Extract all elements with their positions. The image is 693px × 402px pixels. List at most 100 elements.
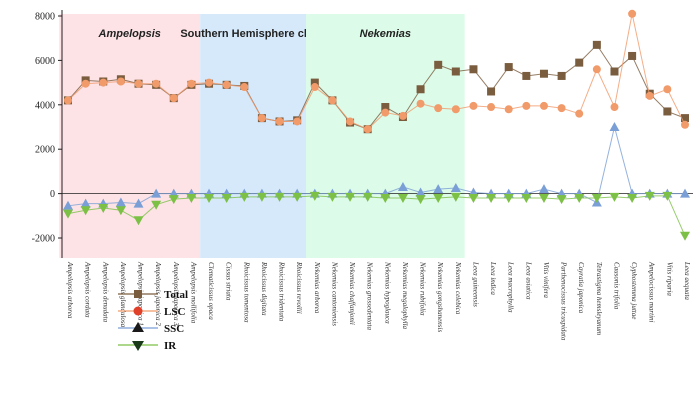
category-label: Leea guineensis (471, 261, 479, 307)
series-point-ir (292, 192, 303, 202)
category-label: Causonis trifolia (612, 262, 620, 310)
region-band (200, 14, 306, 258)
series-point-ir (168, 195, 179, 205)
series-point-lsc (522, 101, 531, 110)
category-label: Nekemias cantoniensis (330, 261, 338, 326)
series-point-lsc (310, 83, 319, 92)
series-point-ir (556, 195, 567, 205)
series-point-ssc (115, 197, 126, 207)
series-point-ir (415, 195, 426, 205)
legend-label: IR (164, 340, 177, 352)
series-line-ir (67, 195, 686, 236)
series-point-total (663, 107, 672, 116)
category-label: Cayratia japonica (577, 262, 585, 314)
series-point-lsc (610, 103, 619, 112)
series-point-ssc (80, 198, 91, 208)
series-point-ssc (415, 187, 426, 197)
region-label: Nekemias (360, 28, 411, 40)
series-point-lsc (116, 77, 125, 86)
y-tick-label: 0 (50, 189, 55, 200)
category-label: Parthenocissus tricuspidata (560, 261, 568, 341)
series-point-ir (521, 194, 532, 204)
series-point-ir (627, 194, 638, 204)
series-point-ir (397, 194, 408, 204)
series-point-lsc (645, 91, 654, 100)
series-point-lsc (451, 105, 460, 114)
series-point-lsc (240, 83, 249, 92)
region-label: Ampelopsis (98, 28, 161, 40)
category-label: Leea macrophylla (507, 261, 515, 313)
series-point-ssc (133, 198, 144, 208)
category-label: Ampelopsis arborea (66, 261, 74, 319)
y-tick-label: -2000 (32, 234, 55, 245)
series-point-ir (345, 192, 356, 202)
category-label: Clematicissus opaca (207, 262, 215, 320)
series-point-ir (327, 192, 338, 202)
series-point-ssc (397, 181, 408, 191)
series-point-ir (380, 194, 391, 204)
series-point-ir (309, 191, 320, 201)
category-label: Nekemias gongshanensis (436, 261, 444, 332)
category-label: Ampelopsis japonica 3 (172, 261, 180, 326)
series-point-ir (80, 206, 91, 216)
y-tick-label: 2000 (35, 145, 55, 156)
series-point-ir (115, 206, 126, 216)
series-point-lsc (434, 104, 443, 113)
series-point-total (469, 65, 478, 74)
category-label: Nekemias megalophylla (401, 261, 409, 330)
series-point-lsc (592, 65, 601, 74)
category-label: Rhoicissus digitata (260, 261, 268, 316)
series-point-ir (486, 194, 497, 204)
series-point-lsc (275, 117, 284, 126)
series-point-ssc (450, 183, 461, 193)
series-point-lsc (187, 79, 196, 88)
series-point-ir (644, 191, 655, 201)
series-point-ssc (151, 188, 162, 198)
series-point-total (487, 87, 496, 96)
region-band (59, 14, 201, 258)
category-label: Cyphostemma juttae (630, 262, 638, 319)
category-label: Ampelopsis denudata (101, 261, 109, 323)
series-point-ir (239, 192, 250, 202)
y-tick-label: 4000 (35, 100, 55, 111)
series-point-ir (362, 192, 373, 202)
category-label: Tetrastigma hemsleyanum (595, 262, 603, 335)
series-point-total (381, 103, 390, 112)
series-point-total (557, 71, 566, 80)
series-point-ssc (680, 188, 690, 198)
series-point-ir (221, 194, 232, 204)
category-label: Ampelopsis japonica 2 (154, 261, 162, 326)
series-point-total (416, 85, 425, 94)
series-point-lsc (257, 114, 266, 123)
series-point-lsc (152, 79, 161, 88)
series-point-total (592, 40, 601, 49)
series-point-total (504, 63, 513, 72)
series-point-ir (433, 194, 444, 204)
series-point-lsc (169, 94, 178, 103)
y-tick-label: 6000 (35, 56, 55, 67)
series-point-lsc (469, 101, 478, 110)
series-point-lsc (487, 103, 496, 112)
category-label: Nekemias rubifolia (419, 261, 427, 316)
series-point-total (628, 51, 637, 60)
series-point-lsc (628, 9, 637, 18)
series-point-total (451, 67, 460, 76)
category-label: Ampelopsis cordata (84, 261, 92, 318)
series-point-lsc (64, 96, 72, 105)
series-point-lsc (575, 109, 584, 118)
series-point-ssc (609, 122, 620, 131)
series-point-lsc (398, 111, 407, 120)
series-point-ir (468, 194, 479, 204)
series-point-total (610, 67, 619, 76)
category-label: Rhoicissus revoilii (295, 261, 303, 314)
series-point-ir (274, 192, 285, 202)
series-point-lsc (539, 101, 548, 110)
y-tick-label: 8000 (35, 12, 55, 23)
series-point-lsc (663, 85, 672, 94)
series-point-lsc (346, 117, 355, 126)
series-point-ir (256, 192, 267, 202)
series-point-lsc (381, 108, 390, 117)
series-point-lsc (293, 117, 302, 126)
region-band (305, 14, 465, 258)
